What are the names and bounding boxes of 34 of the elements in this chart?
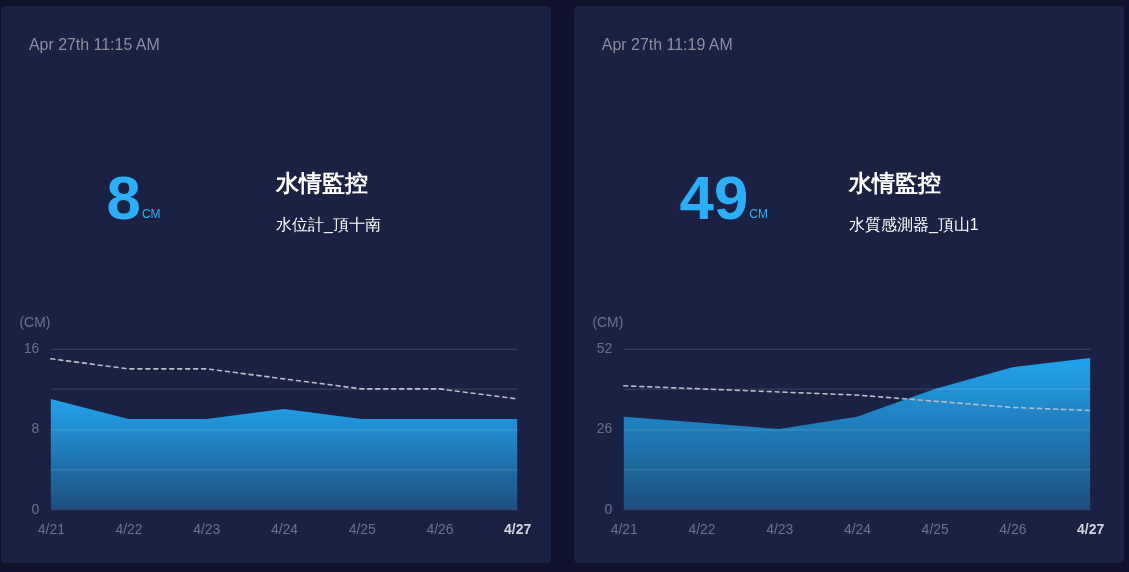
y-tick-label: 8 <box>31 420 40 437</box>
y-tick-label: 0 <box>31 500 40 517</box>
chart-title: 水情監控 <box>275 170 369 197</box>
y-tick-label: 16 <box>23 340 40 357</box>
y-tick-label: 52 <box>596 340 613 357</box>
x-tick-label: 4/21 <box>37 520 66 537</box>
text: CM <box>141 207 161 222</box>
text: Apr 27th 11:19 AM <box>601 35 733 53</box>
chart-title: 水情監控 <box>847 170 941 197</box>
x-tick-label: 4/24 <box>843 520 872 537</box>
x-tick-label: 4/25 <box>921 520 949 537</box>
x-tick-label: 4/26 <box>999 520 1027 537</box>
x-tick-label: 4/21 <box>610 520 639 537</box>
x-tick-label: 4/24 <box>270 520 299 537</box>
y-tick-label: 0 <box>604 500 613 517</box>
x-tick-label: 4/27 <box>504 520 532 537</box>
x-tick-label: 4/22 <box>115 520 143 537</box>
text: 8 <box>106 163 141 233</box>
x-tick-label: 4/25 <box>348 520 377 537</box>
y-tick-label: 26 <box>596 420 613 437</box>
line-series <box>50 358 518 400</box>
x-tick-label: 4/23 <box>766 520 794 537</box>
line-series <box>622 385 1091 412</box>
x-tick-label: 4/27 <box>1077 520 1105 537</box>
x-tick-label: 4/26 <box>426 520 454 537</box>
chart-subtitle: 水質感測器_頂山1 <box>848 216 979 235</box>
text: CM <box>749 207 768 222</box>
x-tick-label: 4/22 <box>688 520 716 537</box>
x-tick-label: 4/23 <box>193 520 221 537</box>
text: Apr 27th 11:15 AM <box>28 35 160 53</box>
text: 49 <box>679 163 749 233</box>
y-axis-title: (CM) <box>19 314 51 331</box>
chart-subtitle: 水位計_頂十南 <box>276 216 381 235</box>
y-axis-title: (CM) <box>592 314 624 331</box>
